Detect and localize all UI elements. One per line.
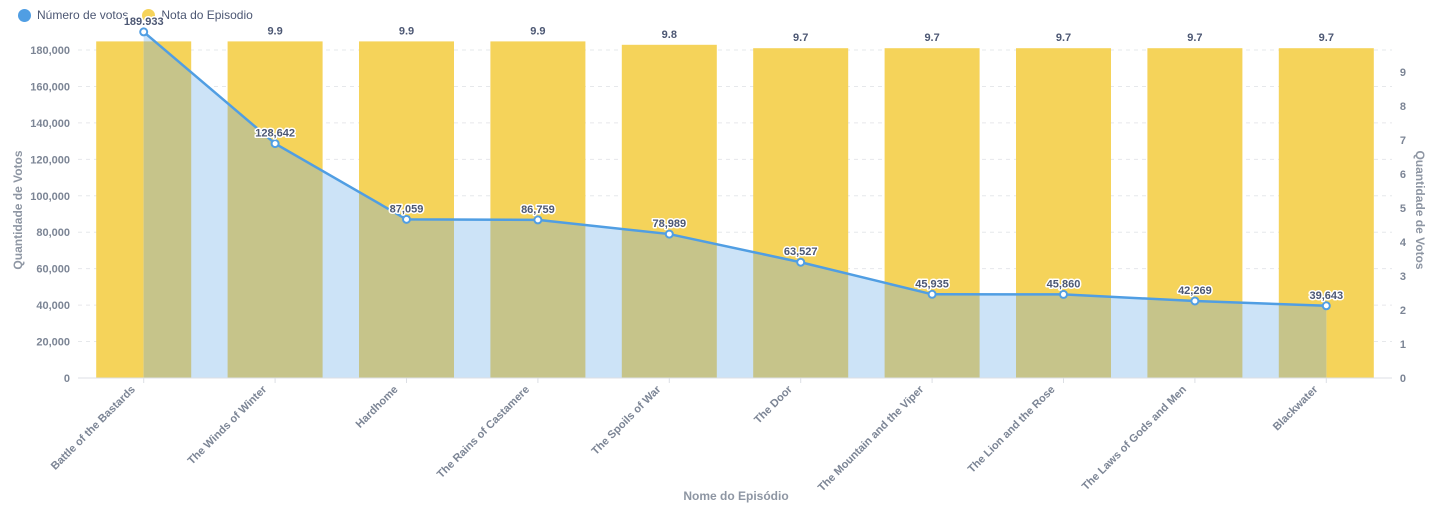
y-tick-label: 60,000 bbox=[36, 264, 70, 276]
legend-dot-votes bbox=[18, 8, 31, 22]
votes-value-label: 42,269 bbox=[1178, 285, 1212, 297]
y2-tick-label: 2 bbox=[1400, 305, 1406, 317]
x-tick-label: The Door bbox=[752, 383, 795, 426]
votes-point bbox=[664, 229, 674, 239]
y-tick-label: 120,000 bbox=[30, 154, 70, 166]
rating-value-label: 9.7 bbox=[793, 32, 808, 44]
y-tick-label: 180,000 bbox=[30, 45, 70, 57]
legend-label-votes: Número de votos bbox=[37, 8, 129, 22]
y2-tick-label: 8 bbox=[1400, 101, 1406, 113]
y2-tick-label: 9 bbox=[1400, 67, 1406, 79]
y2-tick-label: 7 bbox=[1400, 135, 1406, 147]
rating-value-label: 9.7 bbox=[1319, 32, 1334, 44]
rating-value-label: 9.9 bbox=[399, 25, 414, 37]
y-tick-label: 100,000 bbox=[30, 191, 70, 203]
x-tick-label: The Winds of Winter bbox=[186, 383, 270, 467]
votes-point bbox=[1059, 289, 1068, 299]
rating-bar-overlap bbox=[143, 41, 192, 378]
votes-point bbox=[270, 139, 280, 149]
votes-value-label: 45,860 bbox=[1047, 278, 1081, 290]
y-axis-title: Quantidade de Votos bbox=[11, 150, 25, 269]
votes-point bbox=[1190, 296, 1200, 306]
y-tick-label: 40,000 bbox=[36, 300, 70, 312]
votes-point bbox=[1321, 301, 1331, 311]
rating-value-label: 9.7 bbox=[1056, 32, 1071, 44]
rating-value-label: 9.9 bbox=[530, 25, 545, 37]
x-tick-label: The Laws of Gods and Men bbox=[1080, 383, 1189, 492]
rating-value-label: 9.7 bbox=[924, 32, 939, 44]
legend-label-rating: Nota do Episodio bbox=[161, 8, 253, 22]
y-tick-label: 140,000 bbox=[30, 118, 70, 130]
x-tick-label: The Rains of Castamere bbox=[435, 384, 532, 481]
legend: Número de votos Nota do Episodio bbox=[18, 8, 253, 22]
votes-point bbox=[533, 215, 543, 225]
y-tick-label: 80,000 bbox=[36, 227, 70, 239]
legend-dot-rating bbox=[142, 8, 156, 22]
y2-axis-title: Quantidade de Votos bbox=[1413, 150, 1427, 269]
votes-value-label: 86,759 bbox=[521, 204, 555, 216]
y-tick-label: 0 bbox=[64, 373, 70, 385]
y2-tick-label: 3 bbox=[1400, 271, 1406, 283]
votes-point bbox=[402, 214, 411, 224]
votes-value-label: 45,935 bbox=[915, 278, 949, 290]
votes-value-label: 39,643 bbox=[1309, 290, 1343, 302]
y-tick-label: 160,000 bbox=[30, 81, 70, 93]
y-tick-label: 20,000 bbox=[36, 337, 70, 349]
votes-value-label: 128,642 bbox=[255, 128, 295, 140]
votes-value-label: 63,527 bbox=[784, 246, 818, 258]
rating-value-label: 9.7 bbox=[1187, 32, 1202, 44]
legend-item-rating[interactable]: Nota do Episodio bbox=[142, 8, 253, 22]
x-tick-label: The Mountain and the Viper bbox=[816, 383, 927, 494]
x-tick-label: The Spoils of War bbox=[590, 383, 664, 457]
rating-value-label: 9.8 bbox=[662, 29, 677, 41]
y2-tick-label: 4 bbox=[1400, 237, 1407, 249]
x-tick-label: The Lion and the Rose bbox=[966, 384, 1058, 476]
votes-value-label: 78,989 bbox=[652, 218, 686, 230]
y2-tick-label: 6 bbox=[1400, 169, 1406, 181]
x-axis-title: Nome do Episódio bbox=[683, 489, 788, 503]
value-labels: 9.9 9.9 9.9 9.8 9.7 9.7 9.7 9.7 9.7 189.933 128,64… bbox=[122, 14, 1344, 303]
y2-tick-label: 5 bbox=[1400, 203, 1406, 215]
votes-line-path bbox=[142, 30, 1327, 308]
y2-tick-label: 1 bbox=[1400, 339, 1406, 351]
votes-point bbox=[927, 289, 937, 299]
x-tick-label: Battle of the Bastards bbox=[49, 384, 138, 473]
votes-point bbox=[796, 257, 806, 267]
votes-value-label: 87,059 bbox=[390, 203, 424, 215]
rating-value-label: 9.9 bbox=[267, 25, 282, 37]
x-tick-label: Blackwater bbox=[1271, 383, 1321, 433]
y2-tick-label: 0 bbox=[1400, 373, 1406, 385]
votes-value-label: 189.933 bbox=[124, 16, 164, 28]
legend-item-votes[interactable]: Número de votos bbox=[18, 8, 128, 22]
x-tick-label: Hardhome bbox=[354, 384, 401, 431]
votes-point bbox=[139, 27, 149, 37]
votes-line bbox=[139, 27, 1331, 311]
